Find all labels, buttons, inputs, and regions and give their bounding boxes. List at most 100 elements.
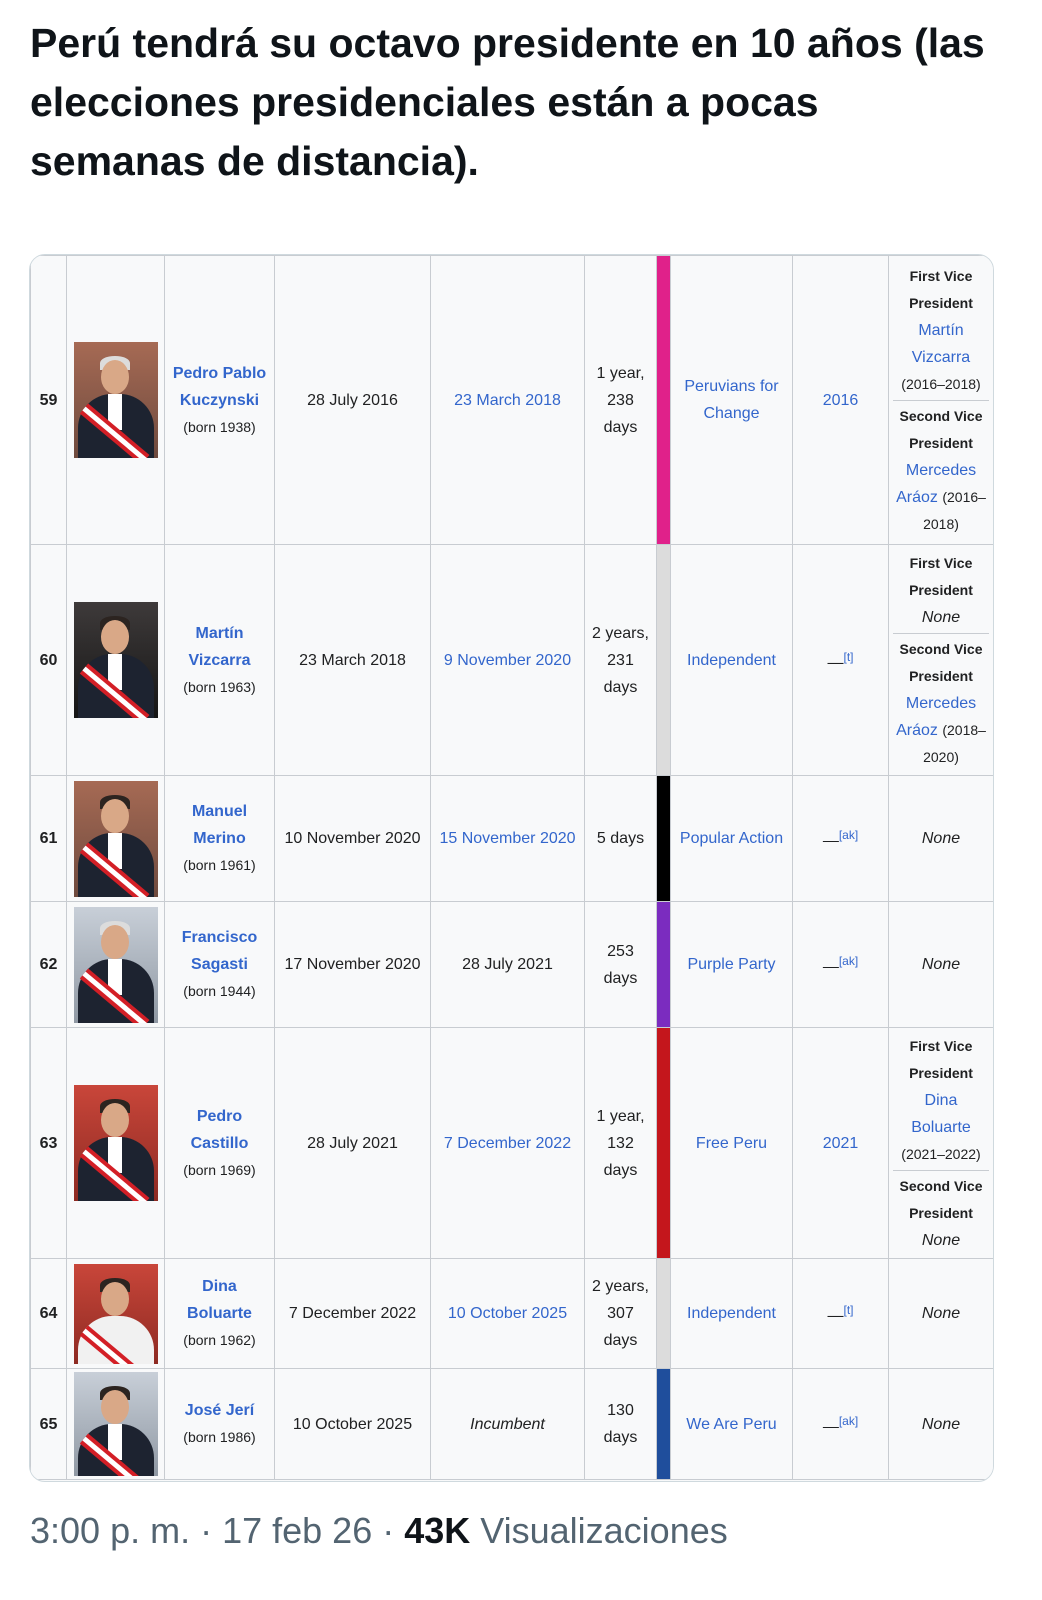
table-row: 59 Pedro Pablo Kuczynski (born 1938) 28 …	[30, 255, 993, 545]
president-name-link[interactable]: José Jerí	[184, 1402, 255, 1419]
party-link[interactable]: Independent	[687, 651, 776, 669]
president-name-cell: Dina Boluarte (born 1962)	[164, 1258, 275, 1369]
president-portrait	[66, 1368, 165, 1480]
party: Peruvians for Change	[670, 255, 793, 545]
born-year: (born 1963)	[183, 678, 256, 695]
left-office: 10 October 2025	[430, 1258, 585, 1369]
election-link[interactable]: 2021	[822, 1134, 859, 1152]
party-link[interactable]: Peruvians for Change	[684, 378, 779, 422]
presidents-table-image[interactable]: 59 Pedro Pablo Kuczynski (born 1938) 28 …	[29, 254, 994, 1482]
election-dash: —	[827, 1307, 844, 1325]
vp-years: (2021–2022)	[901, 1145, 981, 1162]
president-name-cell: José Jerí (born 1986)	[164, 1368, 275, 1480]
vp-years: (2016–2018)	[923, 488, 986, 532]
footnote-link[interactable]: [ak]	[838, 828, 859, 843]
president-name-link[interactable]: Francisco Sagasti	[181, 929, 258, 973]
president-number: 61	[30, 775, 67, 902]
term-length: 1 year, 132 days	[584, 1027, 657, 1259]
left-office-link[interactable]: 9 November 2020	[443, 651, 572, 669]
footnote-link[interactable]: [t]	[843, 1303, 854, 1318]
left-office-link[interactable]: 23 March 2018	[454, 391, 561, 409]
party: Popular Action	[670, 775, 793, 902]
vice-presidents: First Vice President Dina Boluarte (2021…	[888, 1027, 993, 1259]
table-row: 62 Francisco Sagasti (born 1944) 17 Nove…	[30, 901, 993, 1028]
timestamp[interactable]: 3:00 p. m. · 17 feb 26 ·	[30, 1510, 405, 1551]
presidents-table: 59 Pedro Pablo Kuczynski (born 1938) 28 …	[30, 255, 993, 1480]
term-length: 2 years, 307 days	[584, 1258, 657, 1369]
left-office-link[interactable]: 7 December 2022	[443, 1134, 572, 1152]
party: We Are Peru	[670, 1368, 793, 1480]
term-length: 2 years, 231 days	[584, 544, 657, 776]
left-office: Incumbent	[430, 1368, 585, 1480]
footnote-link[interactable]: [ak]	[838, 954, 859, 969]
party-color-bar	[656, 775, 671, 902]
vp-name-link[interactable]: Martín Vizcarra	[911, 321, 971, 366]
took-office: 28 July 2021	[274, 1027, 431, 1259]
vp-section: Second Vice President None	[893, 1171, 989, 1256]
table-row: 65 José Jerí (born 1986) 10 October 2025…	[30, 1368, 993, 1480]
vp-name-link[interactable]: Mercedes Aráoz	[896, 694, 977, 739]
left-office: 28 July 2021	[430, 901, 585, 1028]
born-year: (born 1986)	[183, 1429, 256, 1445]
vp-section: First Vice President Martín Vizcarra (20…	[893, 261, 989, 401]
party-color-bar	[656, 901, 671, 1028]
footnote-link[interactable]: [ak]	[838, 1413, 859, 1428]
election: 2016	[792, 255, 889, 545]
vp-name-link[interactable]: Dina Boluarte	[911, 1091, 971, 1136]
term-length: 130 days	[584, 1368, 657, 1480]
vice-presidents-none: None	[888, 1368, 993, 1480]
party-color-bar	[656, 1368, 671, 1480]
vice-presidents-none: None	[888, 775, 993, 902]
tweet-meta: 3:00 p. m. · 17 feb 26 · 43K Visualizaci…	[30, 1510, 728, 1552]
party-link[interactable]: Free Peru	[695, 1134, 768, 1152]
election-dash: —	[822, 958, 839, 976]
party-color-bar	[656, 1258, 671, 1369]
party: Independent	[670, 1258, 793, 1369]
left-office: 15 November 2020	[430, 775, 585, 902]
party-link[interactable]: Independent	[687, 1305, 776, 1322]
vp-heading: First Vice President	[909, 1037, 973, 1081]
term-length: 1 year, 238 days	[584, 255, 657, 545]
left-office: 7 December 2022	[430, 1027, 585, 1259]
table-row: 64 Dina Boluarte (born 1962) 7 December …	[30, 1258, 993, 1369]
president-name-link[interactable]: Pedro Pablo Kuczynski	[172, 364, 267, 409]
born-year: (born 1938)	[183, 418, 256, 435]
party-link[interactable]: We Are Peru	[686, 1415, 777, 1433]
president-name-link[interactable]: Manuel Merino	[191, 803, 248, 847]
left-office: 9 November 2020	[430, 544, 585, 776]
election-dash: —	[827, 654, 844, 672]
election-dash: —	[822, 832, 839, 850]
party-link[interactable]: Purple Party	[687, 956, 776, 973]
took-office: 28 July 2016	[274, 255, 431, 545]
president-number: 59	[30, 255, 67, 545]
president-name-link[interactable]: Pedro Castillo	[190, 1107, 249, 1152]
vp-none: None	[921, 608, 961, 626]
president-number: 65	[30, 1368, 67, 1480]
election: 2021	[792, 1027, 889, 1259]
party-color-bar	[656, 544, 671, 776]
president-name-link[interactable]: Martín Vizcarra	[188, 624, 251, 669]
party: Free Peru	[670, 1027, 793, 1259]
term-length: 5 days	[584, 775, 657, 902]
vp-heading: First Vice President	[909, 267, 973, 311]
vp-section: Second Vice President Mercedes Aráoz (20…	[893, 401, 989, 540]
took-office: 10 October 2025	[274, 1368, 431, 1480]
vice-presidents-none: None	[888, 1258, 993, 1369]
born-year: (born 1962)	[183, 1332, 256, 1348]
left-office-link[interactable]: 10 October 2025	[447, 1305, 568, 1322]
party-color-bar	[656, 255, 671, 545]
vp-name-link[interactable]: Mercedes Aráoz	[896, 461, 977, 506]
president-name-link[interactable]: Dina Boluarte	[187, 1278, 252, 1322]
vp-heading: Second Vice President	[899, 1177, 983, 1221]
president-name-cell: Francisco Sagasti (born 1944)	[164, 901, 275, 1028]
took-office: 23 March 2018	[274, 544, 431, 776]
left-office-link[interactable]: 15 November 2020	[439, 830, 576, 847]
election-dash: —	[822, 1418, 839, 1436]
election-link[interactable]: 2016	[822, 391, 859, 409]
table-row: 60 Martín Vizcarra (born 1963) 23 March …	[30, 544, 993, 776]
vice-presidents: First Vice President Martín Vizcarra (20…	[888, 255, 993, 545]
party-link[interactable]: Popular Action	[679, 830, 784, 847]
vice-presidents-none: None	[888, 901, 993, 1028]
footnote-link[interactable]: [t]	[843, 649, 854, 664]
born-year: (born 1969)	[183, 1161, 256, 1178]
